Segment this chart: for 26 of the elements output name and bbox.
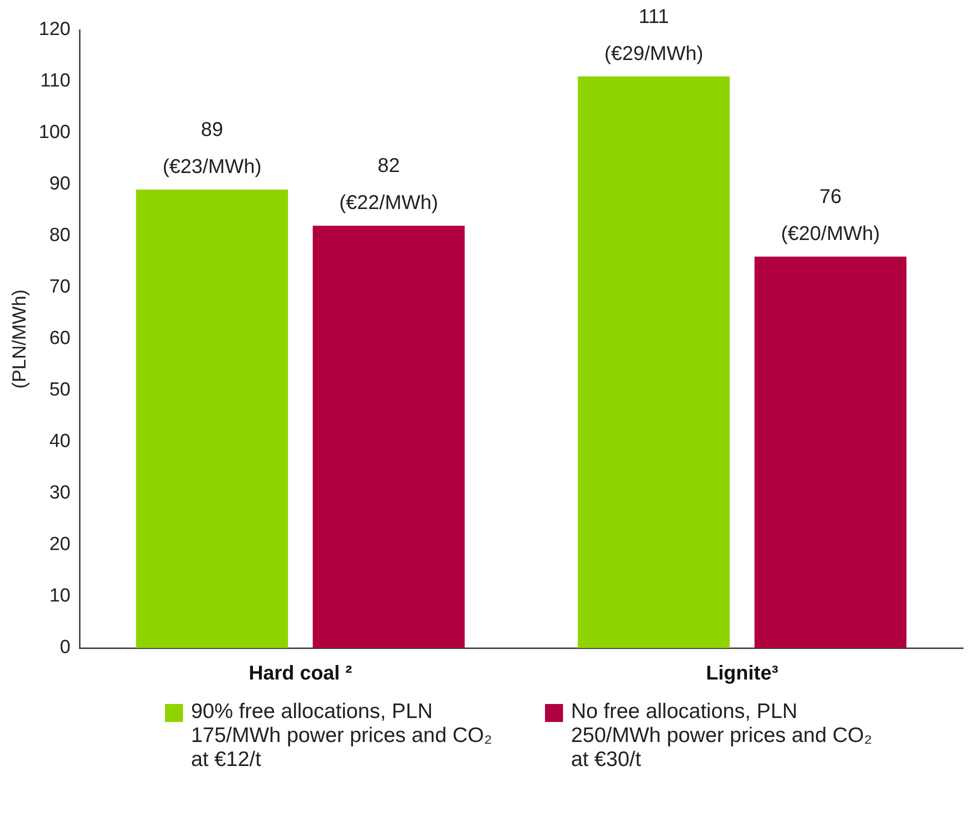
- legend-label: No free allocations, PLN 250/MWh power prices and CO₂ at €30/t: [571, 700, 874, 772]
- y-tick-label: 80: [49, 225, 70, 246]
- y-tick-label: 10: [49, 586, 70, 607]
- y-axis-title: (PLN/MWh): [10, 289, 31, 389]
- bar: [578, 76, 730, 648]
- x-tick-label: Lignite³: [706, 662, 779, 685]
- legend-label: 90% free allocations, PLN 175/MWh power prices and CO₂ at €12/t: [191, 700, 494, 772]
- bar: [136, 190, 288, 648]
- y-tick-label: 40: [49, 431, 70, 452]
- y-tick-label: 30: [49, 482, 70, 504]
- y-tick-label: 110: [40, 70, 70, 92]
- bar: [312, 226, 465, 648]
- y-tick-label: 60: [49, 328, 70, 350]
- data-label: 89 (€23/MWh): [162, 119, 262, 178]
- y-tick-label: 50: [49, 380, 70, 401]
- data-label: 76 (€20/MWh): [781, 186, 880, 246]
- bar: [754, 256, 906, 648]
- y-tick-label: 100: [38, 122, 70, 144]
- y-tick-label: 90: [49, 174, 70, 195]
- y-tick-label: 0: [60, 637, 70, 658]
- data-label: 82 (€22/MWh): [339, 155, 438, 214]
- x-tick-label: Hard coal ²: [248, 662, 352, 685]
- y-tick-label: 120: [38, 19, 70, 40]
- data-label: 111 (€29/MWh): [604, 6, 704, 65]
- y-tick-label: 70: [49, 276, 70, 298]
- y-tick-label: 20: [49, 534, 70, 556]
